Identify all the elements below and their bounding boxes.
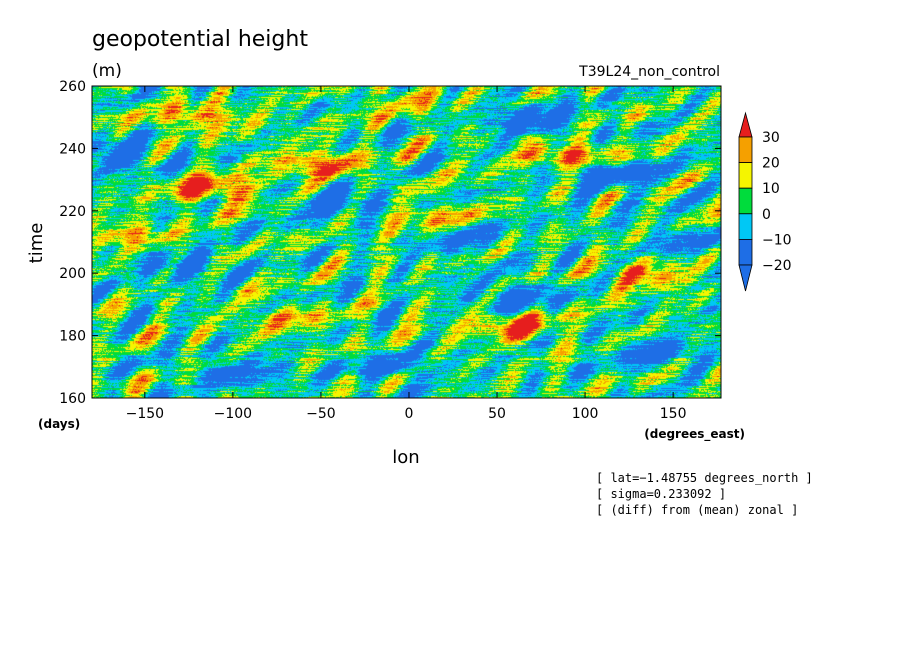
colorbar-label: 0 [762, 207, 771, 223]
x-tick-label: −50 [306, 406, 336, 422]
x-tick-label: 150 [660, 406, 687, 422]
x-axis-units: (degrees_east) [644, 427, 745, 442]
colorbar-segment [738, 187, 753, 215]
x-tick-label: 100 [572, 406, 599, 422]
colorbar-label: −10 [762, 232, 792, 248]
plot-area [91, 85, 722, 399]
x-tick-label: 0 [405, 406, 414, 422]
colorbar-extend-low [738, 264, 753, 292]
colorbar-segment [738, 136, 753, 164]
y-tick-label: 200 [59, 266, 86, 282]
y-tick-label: 220 [59, 204, 86, 220]
annotation-sigma: [ sigma=0.233092 ] [596, 487, 726, 501]
x-tick-label: −150 [126, 406, 164, 422]
x-axis-label: lon [392, 447, 419, 468]
y-axis-units: (days) [38, 417, 80, 431]
colorbar-segment [738, 238, 753, 266]
colorbar-label: 10 [762, 181, 780, 197]
colorbar: −20 −10 0 10 20 30 [738, 111, 792, 292]
y-axis: 160 180 200 220 240 260 [59, 79, 721, 407]
chart-title: geopotential height [92, 27, 308, 52]
y-axis-label: time [26, 223, 47, 264]
heatmap-field [92, 86, 721, 398]
y-tick-label: 160 [59, 391, 86, 407]
x-tick-label: 50 [488, 406, 506, 422]
colorbar-label: 20 [762, 156, 780, 172]
y-tick-label: 240 [59, 141, 86, 157]
y-tick-label: 180 [59, 329, 86, 345]
colorbar-extend-high [738, 111, 753, 138]
colorbar-label: −20 [762, 258, 792, 274]
annotation-lat: [ lat=−1.48755 degrees_north ] [596, 471, 813, 485]
y-tick-label: 260 [59, 79, 86, 95]
annotation-diff: [ (diff) from (mean) zonal ] [596, 503, 798, 517]
colorbar-segment [738, 162, 753, 189]
chart-units: (m) [92, 61, 122, 81]
x-tick-label: −100 [214, 406, 252, 422]
x-axis: −150 −100 −50 0 50 100 150 [126, 86, 687, 422]
plot-frame [91, 85, 722, 399]
colorbar-segment [738, 213, 753, 240]
chart-subtitle: T39L24_non_control [578, 64, 720, 80]
colorbar-label: 30 [762, 130, 780, 146]
